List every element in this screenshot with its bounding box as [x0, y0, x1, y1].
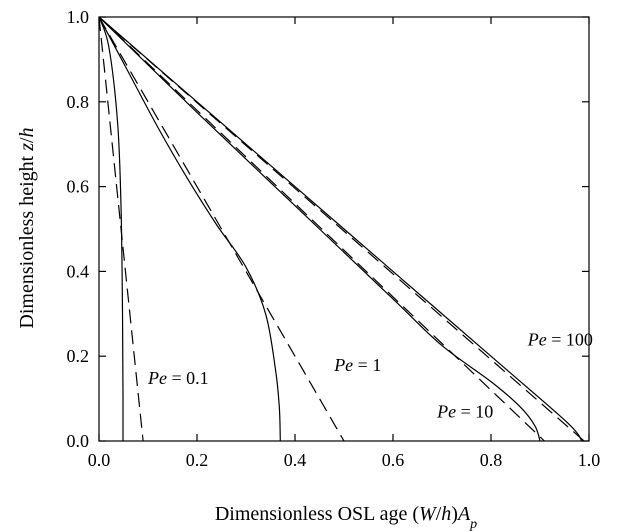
- x-tick-label: 0.0: [88, 450, 111, 470]
- annotation-pe-100: Pe = 100: [527, 330, 593, 350]
- dashed-curve-pe-100: [98, 16, 585, 442]
- y-tick-label: 1.0: [67, 7, 90, 27]
- y-tick-label: 0.6: [67, 177, 90, 197]
- dashed-curve-pe-1: [98, 16, 345, 442]
- y-tick-label: 0.4: [67, 261, 90, 281]
- dashed-curve-pe-10: [98, 16, 545, 442]
- x-tick-label: 0.8: [480, 450, 503, 470]
- annotation-pe-10: Pe = 10: [436, 402, 493, 422]
- x-axis-label: Dimensionless OSL age (W/h)Ap: [215, 503, 477, 531]
- solid-curve-pe-10: [98, 16, 541, 442]
- y-tick-label: 0.0: [67, 431, 90, 451]
- solid-curve-pe-0-1: [98, 16, 124, 442]
- solid-curve-pe-100: [98, 16, 583, 442]
- plot-frame: [98, 16, 590, 442]
- y-axis-label: Dimensionless height z/h: [16, 127, 38, 328]
- dashed-curve-pe-0-1: [98, 16, 144, 442]
- x-tick-label: 0.4: [284, 450, 307, 470]
- x-tick-label: 0.2: [186, 450, 209, 470]
- y-tick-label: 0.8: [67, 92, 90, 112]
- x-tick-label: 0.6: [382, 450, 405, 470]
- annotation-pe-01: Pe = 0.1: [147, 368, 209, 388]
- x-tick-label: 1.0: [578, 450, 601, 470]
- y-tick-label: 0.2: [67, 346, 90, 366]
- annotation-pe-1: Pe = 1: [333, 355, 381, 375]
